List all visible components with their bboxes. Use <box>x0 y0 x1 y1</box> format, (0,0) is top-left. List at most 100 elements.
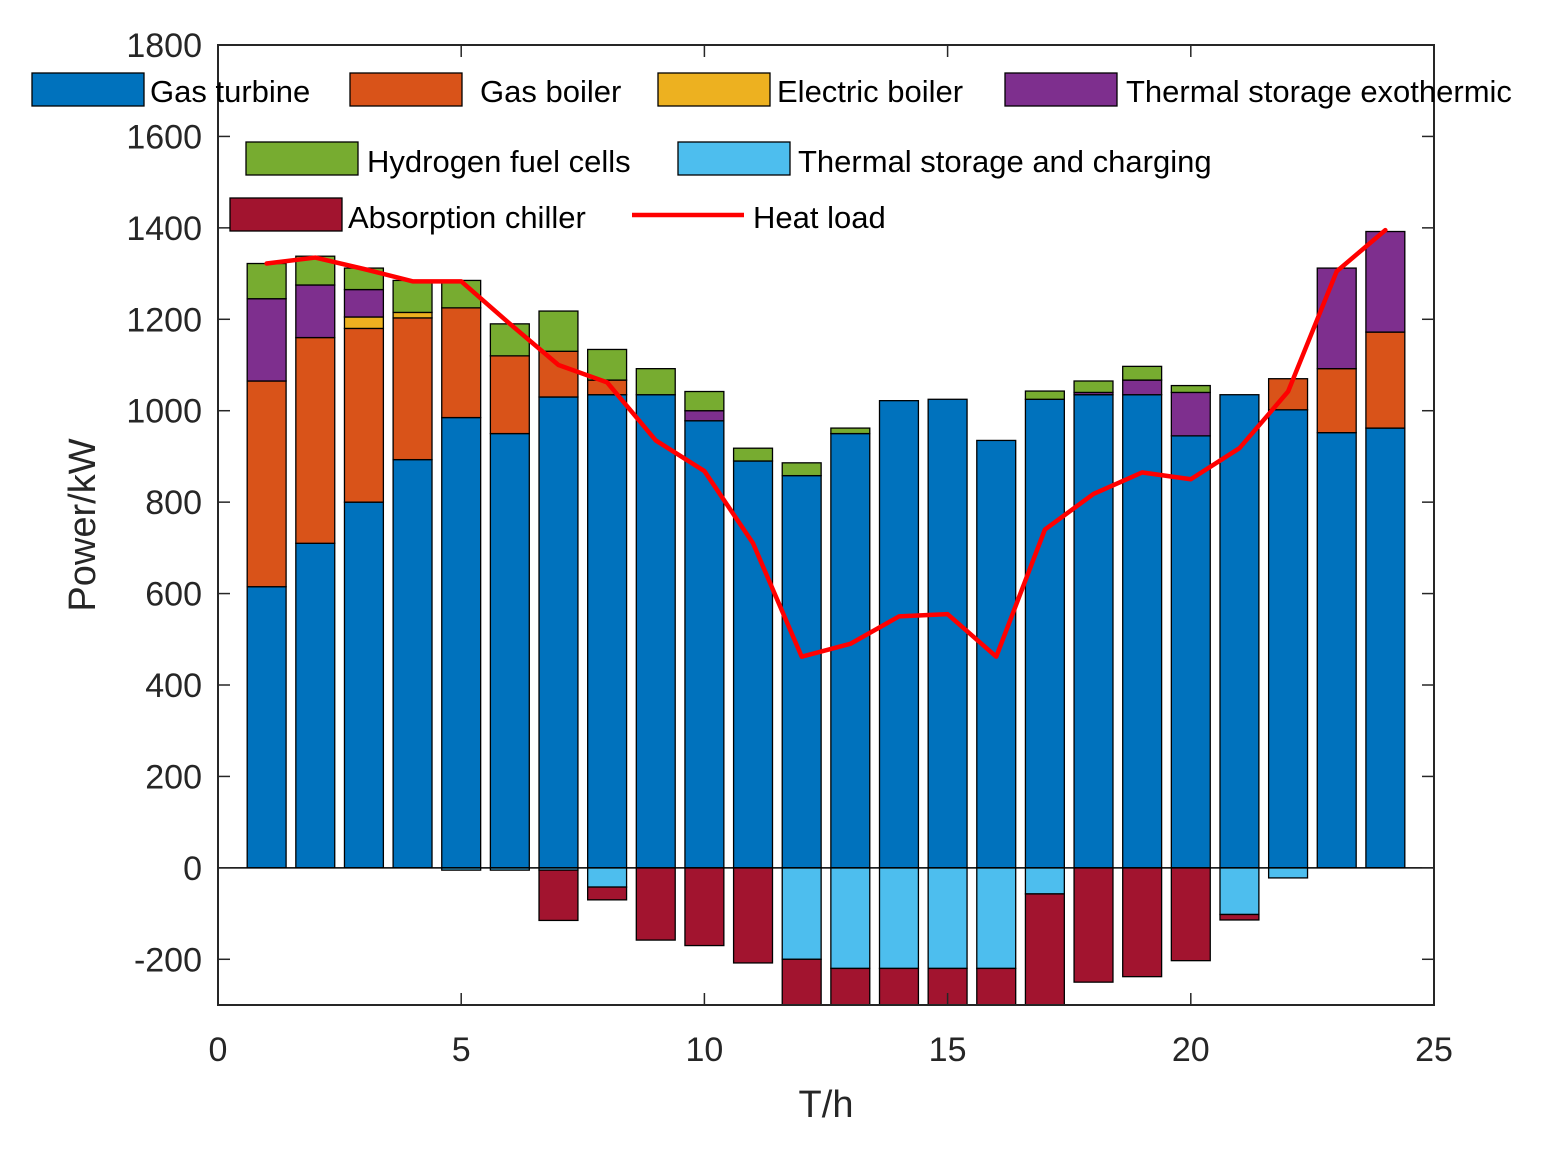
bar-absorption-chiller-t12 <box>781 958 822 1005</box>
bar-hydrogen-fuel-cells-t18 <box>1073 380 1114 394</box>
bar-thermal-storage-and-charging-t15 <box>927 867 968 970</box>
bar-thermal-storage-exothermic-t3 <box>343 288 385 318</box>
bar-gas-boiler-t6 <box>489 355 530 435</box>
bar-absorption-chiller-t19 <box>1122 867 1163 978</box>
bar-hydrogen-fuel-cells-t13 <box>830 427 871 435</box>
bar-thermal-storage-exothermic-t19 <box>1122 379 1163 396</box>
bar-thermal-storage-and-charging-t13 <box>830 867 871 970</box>
bar-hydrogen-fuel-cells-t9 <box>635 368 676 396</box>
bar-hydrogen-fuel-cells-t8 <box>587 348 628 381</box>
bar-thermal-storage-and-charging-t21 <box>1219 867 1260 916</box>
legend-swatch-gas-turbine <box>31 72 145 107</box>
bar-gas-turbine-t2 <box>295 542 336 869</box>
bar-thermal-storage-and-charging-t14 <box>878 867 920 970</box>
bar-hydrogen-fuel-cells-t20 <box>1170 384 1211 394</box>
bar-absorption-chiller-t10 <box>684 867 725 947</box>
legend-swatch-hydrogen-fuel-cells <box>245 141 359 176</box>
x-tick-label: 25 <box>1415 1031 1453 1069</box>
bar-electric-boiler-t4 <box>392 311 433 319</box>
bar-electric-boiler-t3 <box>343 316 385 330</box>
legend-label-gas-turbine: Gas turbine <box>150 74 310 109</box>
legend: Gas turbine Gas boiler Electric boiler Ther… <box>31 72 1512 235</box>
bar-gas-boiler-t2 <box>295 336 336 544</box>
bar-gas-turbine-t5 <box>441 416 482 869</box>
bar-gas-turbine-t7 <box>538 396 579 869</box>
bar-gas-turbine-t17 <box>1024 398 1065 869</box>
bar-gas-turbine-t20 <box>1170 435 1211 869</box>
bar-gas-turbine-t22 <box>1267 409 1309 869</box>
bar-absorption-chiller-t20 <box>1170 867 1211 962</box>
legend-swatch-thermal-storage-and-charging <box>677 141 791 176</box>
legend-label-thermal-storage-exothermic: Thermal storage exothermic <box>1126 74 1512 109</box>
bar-hydrogen-fuel-cells-t11 <box>732 447 774 462</box>
x-tick-label: 0 <box>209 1031 228 1069</box>
bar-thermal-storage-and-charging-t22 <box>1267 867 1309 879</box>
bar-absorption-chiller-t21 <box>1219 913 1260 921</box>
bar-absorption-chiller-t7 <box>538 869 579 922</box>
y-tick-label: 1000 <box>126 393 202 431</box>
bar-gas-turbine-t15 <box>927 398 968 869</box>
bar-gas-boiler-t1 <box>246 380 287 588</box>
bar-absorption-chiller-t11 <box>732 867 774 964</box>
bar-hydrogen-fuel-cells-t6 <box>489 323 530 357</box>
y-tick-label: 1800 <box>126 27 202 65</box>
bar-absorption-chiller-t14 <box>878 967 920 1005</box>
bar-gas-boiler-t7 <box>538 350 579 398</box>
y-axis-label: Power/kW <box>62 438 104 611</box>
bar-absorption-chiller-t8 <box>587 886 628 901</box>
y-axis: -200 0 200 400 600 800 1000 1200 1400 1600 1800 <box>126 27 1434 979</box>
bar-hydrogen-fuel-cells-t12 <box>781 462 822 477</box>
bar-gas-turbine-t10 <box>684 420 725 869</box>
legend-label-absorption-chiller: Absorption chiller <box>348 200 586 235</box>
bar-gas-boiler-t3 <box>343 327 385 503</box>
bar-absorption-chiller-t9 <box>635 867 676 941</box>
bar-thermal-storage-and-charging-t17 <box>1024 867 1065 895</box>
bar-hydrogen-fuel-cells-t17 <box>1024 390 1065 400</box>
y-tick-label: 400 <box>145 667 202 705</box>
y-tick-label: 600 <box>145 576 202 614</box>
axes-box <box>217 44 1435 1006</box>
y-tick-label: 1400 <box>126 210 202 248</box>
bar-thermal-storage-exothermic-t23 <box>1316 267 1357 370</box>
y-tick-label: -200 <box>134 941 202 979</box>
bar-thermal-storage-exothermic-t10 <box>684 410 725 422</box>
bar-gas-turbine-t23 <box>1316 432 1357 869</box>
bar-gas-turbine-t8 <box>587 394 628 869</box>
bar-thermal-storage-and-charging-t12 <box>781 867 822 960</box>
y-tick-label: 0 <box>183 850 202 888</box>
bar-gas-turbine-t24 <box>1365 427 1406 869</box>
y-tick-label: 1600 <box>126 118 202 156</box>
bar-gas-boiler-t23 <box>1316 368 1357 434</box>
line-heat-load <box>264 227 1388 659</box>
bar-hydrogen-fuel-cells-t7 <box>538 310 579 352</box>
x-axis: 0 5 10 15 20 25 <box>209 45 1453 1069</box>
legend-label-thermal-storage-and-charging: Thermal storage and charging <box>798 144 1212 179</box>
bar-gas-turbine-t14 <box>878 400 920 869</box>
bar-hydrogen-fuel-cells-t4 <box>392 279 433 314</box>
bar-gas-turbine-t6 <box>489 432 530 869</box>
bar-gas-turbine-t4 <box>392 458 433 869</box>
x-tick-label: 15 <box>929 1031 967 1069</box>
bars-layer <box>246 230 1406 1005</box>
bar-absorption-chiller-t18 <box>1073 867 1114 983</box>
legend-swatch-gas-boiler <box>349 72 463 107</box>
bar-thermal-storage-exothermic-t2 <box>295 284 336 339</box>
legend-swatch-electric-boiler <box>657 72 771 107</box>
bar-hydrogen-fuel-cells-t1 <box>246 262 287 300</box>
bar-thermal-storage-exothermic-t20 <box>1170 391 1211 437</box>
x-axis-label: T/h <box>799 1084 854 1126</box>
bar-absorption-chiller-t16 <box>976 967 1017 1005</box>
legend-swatch-absorption-chiller <box>229 197 343 232</box>
bar-gas-turbine-t12 <box>781 474 822 869</box>
bar-absorption-chiller-t13 <box>830 967 871 1005</box>
bar-gas-turbine-t11 <box>732 460 774 869</box>
bar-gas-turbine-t19 <box>1122 394 1163 869</box>
bar-gas-boiler-t4 <box>392 317 433 461</box>
bar-hydrogen-fuel-cells-t10 <box>684 390 725 412</box>
bar-absorption-chiller-t17 <box>1024 893 1065 1005</box>
y-tick-label: 800 <box>145 484 202 522</box>
y-tick-label: 1200 <box>126 301 202 339</box>
y-tick-label: 200 <box>145 758 202 796</box>
legend-label-gas-boiler: Gas boiler <box>480 74 621 109</box>
bar-gas-boiler-t24 <box>1365 331 1406 429</box>
